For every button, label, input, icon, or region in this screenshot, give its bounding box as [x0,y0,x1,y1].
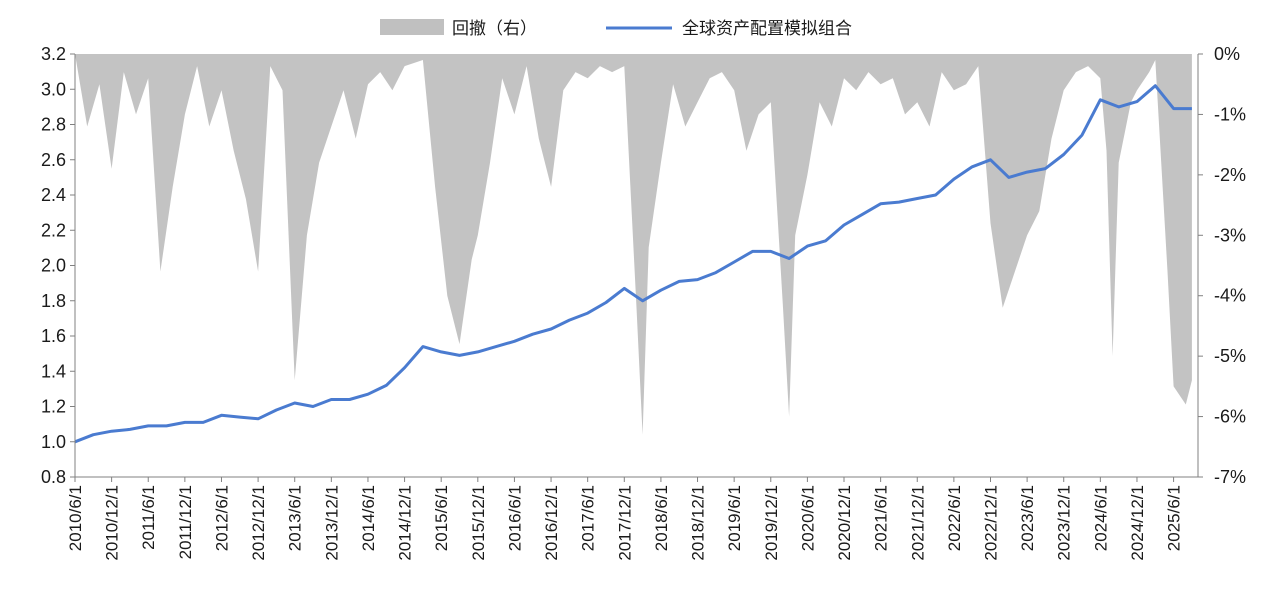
y-left-tick-label: 0.8 [41,467,66,487]
x-tick-label: 2010/12/1 [103,485,122,561]
x-tick-label: 2014/12/1 [396,485,415,561]
y-right-tick-label: -5% [1214,346,1246,366]
x-tick-label: 2022/6/1 [945,485,964,551]
y-left-tick-label: 1.8 [41,291,66,311]
x-tick-label: 2020/12/1 [835,485,854,561]
y-right-tick-label: -7% [1214,467,1246,487]
axes-layer: 3.2 3.0 2.8 2.6 2.4 2.2 2.0 1.8 1.6 1.4 1.2 1.0 0.8 0… [41,44,1246,561]
x-tick-label: 2012/6/1 [213,485,232,551]
drawdown-area-layer [75,54,1192,435]
x-tick-label: 2013/6/1 [286,485,305,551]
x-tick-label: 2019/6/1 [725,485,744,551]
x-tick-label: 2018/12/1 [689,485,708,561]
x-tick-label: 2019/12/1 [762,485,781,561]
x-tick-label: 2016/12/1 [542,485,561,561]
y-left-tick-label: 1.0 [41,432,66,452]
y-right-tick-label: -4% [1214,286,1246,306]
y-left-tick-label: 2.2 [41,220,66,240]
y-left-tick-label: 1.2 [41,397,66,417]
portfolio-line [74,84,1192,444]
y-right-tick-label: -2% [1214,165,1246,185]
x-tick-label: 2017/6/1 [579,485,598,551]
x-tick-label: 2013/12/1 [322,485,341,561]
x-tick-label: 2024/6/1 [1091,485,1110,551]
x-tick-label: 2023/6/1 [1018,485,1037,551]
x-tick-label: 2018/6/1 [652,485,671,551]
x-tick-label: 2017/12/1 [615,485,634,561]
x-tick-label: 2015/12/1 [469,485,488,561]
y-left-tick-label: 1.6 [41,326,66,346]
y-left-tick-label: 1.4 [41,361,66,381]
x-tick-label: 2022/12/1 [982,485,1001,561]
legend: 回撤（右） 全球资产配置模拟组合 [380,19,852,38]
x-tick-label: 2024/12/1 [1128,485,1147,561]
portfolio-line-layer [74,84,1192,444]
x-tick-label: 2014/6/1 [359,485,378,551]
x-tick-label: 2023/12/1 [1055,485,1074,561]
x-tick-label: 2011/6/1 [139,485,158,550]
y-right-tick-label: -1% [1214,104,1246,124]
legend-label-portfolio: 全球资产配置模拟组合 [682,19,852,38]
y-right-tick-label: 0% [1214,44,1240,64]
x-tick-label: 2011/12/1 [176,485,195,559]
x-tick-label: 2025/6/1 [1165,485,1184,551]
x-tick-label: 2015/6/1 [432,485,451,551]
y-left-tick-label: 2.6 [41,150,66,170]
y-right-tick-label: -3% [1214,225,1246,245]
y-left-tick-label: 2.4 [41,185,66,205]
drawdown-area [75,54,1192,435]
y-left-tick-label: 3.2 [41,44,66,64]
x-tick-label: 2010/6/1 [66,485,85,551]
y-left-tick-label: 2.0 [41,256,66,276]
y-left-tick-label: 2.8 [41,115,66,135]
y-left-tick-label: 3.0 [41,79,66,99]
x-tick-label: 2012/12/1 [249,485,268,561]
x-tick-label: 2021/12/1 [908,485,927,561]
x-tick-label: 2016/6/1 [505,485,524,551]
legend-swatch-drawdown [380,19,444,35]
x-tick-label: 2020/6/1 [798,485,817,551]
y-right-tick-label: -6% [1214,407,1246,427]
legend-label-drawdown: 回撤（右） [452,19,537,38]
x-tick-label: 2021/6/1 [872,485,891,551]
